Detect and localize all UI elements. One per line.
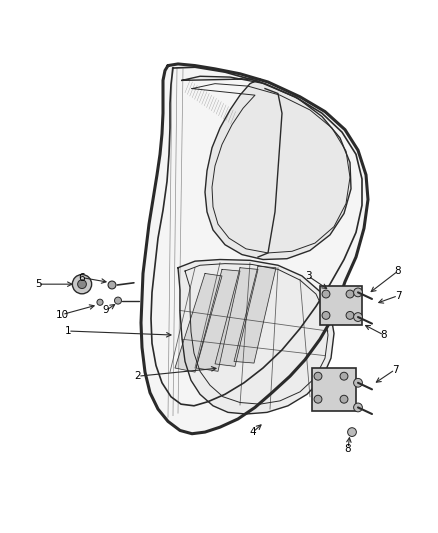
Text: 8: 8: [345, 443, 351, 454]
Polygon shape: [175, 273, 222, 372]
Circle shape: [353, 403, 362, 412]
Polygon shape: [178, 260, 334, 414]
Polygon shape: [215, 268, 258, 366]
Circle shape: [114, 297, 121, 304]
Text: 4: 4: [250, 427, 256, 437]
Circle shape: [340, 372, 348, 380]
Circle shape: [97, 299, 103, 305]
Text: 9: 9: [102, 305, 110, 316]
Circle shape: [353, 288, 362, 297]
Circle shape: [314, 395, 322, 403]
Polygon shape: [196, 269, 240, 372]
Text: 2: 2: [135, 371, 141, 381]
Circle shape: [348, 427, 357, 437]
Circle shape: [340, 395, 348, 403]
Polygon shape: [141, 64, 368, 434]
Circle shape: [78, 280, 86, 288]
Circle shape: [353, 313, 362, 321]
Polygon shape: [234, 266, 276, 363]
Circle shape: [346, 311, 354, 319]
Circle shape: [346, 290, 354, 298]
Circle shape: [108, 281, 116, 289]
Circle shape: [72, 274, 92, 294]
Polygon shape: [182, 76, 351, 260]
Text: 7: 7: [395, 290, 401, 301]
Text: 7: 7: [392, 365, 398, 375]
Circle shape: [353, 378, 362, 387]
Circle shape: [322, 290, 330, 298]
Circle shape: [322, 311, 330, 319]
Text: 1: 1: [65, 326, 71, 336]
Text: 10: 10: [56, 310, 69, 320]
Text: 8: 8: [395, 266, 401, 276]
Bar: [320, 286, 362, 325]
Text: 6: 6: [79, 272, 85, 282]
Bar: [312, 368, 356, 411]
Text: 5: 5: [35, 279, 41, 289]
Circle shape: [314, 372, 322, 380]
Text: 3: 3: [305, 271, 311, 281]
Text: 8: 8: [381, 330, 387, 340]
